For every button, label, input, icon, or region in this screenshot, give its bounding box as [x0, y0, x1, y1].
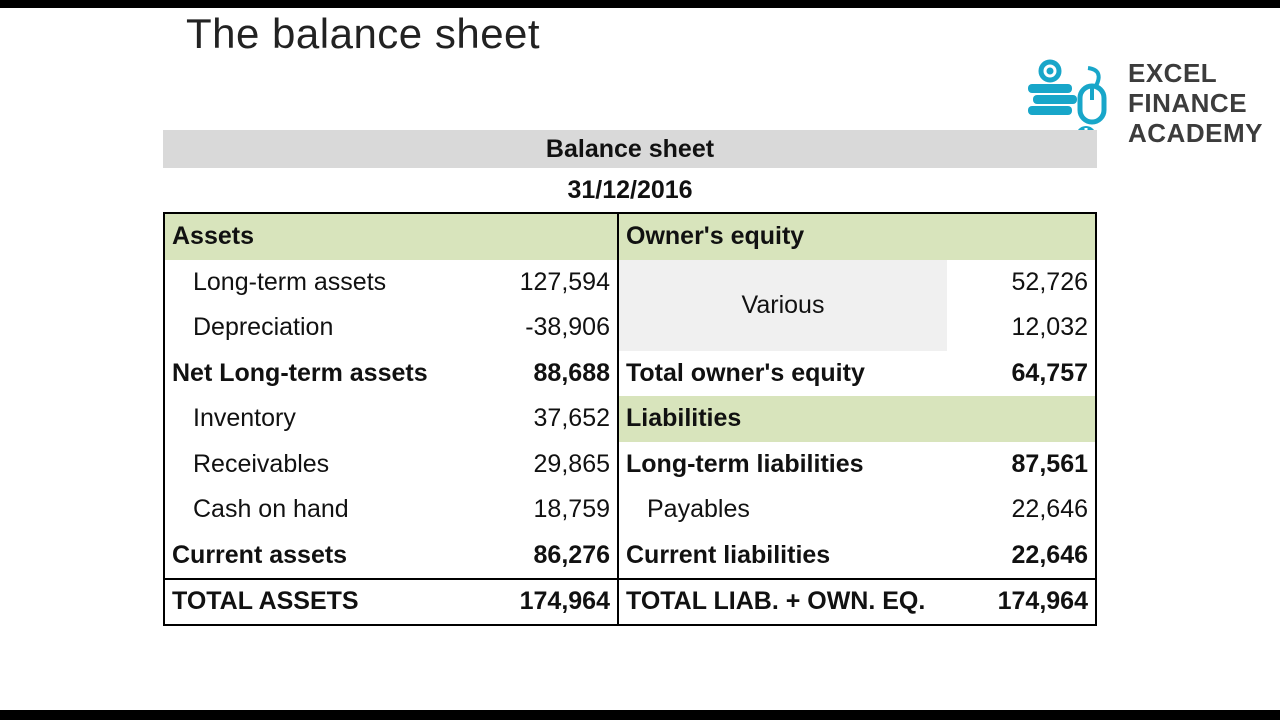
table-body: Assets Long-term assets 127,594 Deprecia…: [163, 212, 1097, 626]
statement-date: 31/12/2016: [567, 176, 693, 204]
row-label: Payables: [647, 495, 750, 524]
brand-line-1: EXCEL: [1128, 58, 1218, 88]
row-label: Receivables: [193, 449, 330, 478]
page-title: The balance sheet: [186, 10, 541, 57]
row-value: 52,726: [1011, 267, 1088, 296]
row-label: Depreciation: [193, 313, 334, 342]
equity-liabilities-column: Owner's equity Various 52,726 12,032 Tot…: [617, 214, 1095, 624]
row-value: 22,646: [1011, 540, 1088, 569]
brand-line-3: ACADEMY: [1128, 118, 1263, 148]
row-label: Cash on hand: [193, 495, 349, 524]
assets-section-header: Assets: [165, 214, 617, 260]
row-value: 22,646: [1011, 495, 1088, 524]
row-value: 12,032: [1011, 313, 1088, 342]
table-title: Balance sheet: [163, 130, 1097, 168]
row-value: -38,906: [525, 313, 610, 342]
total-assets-value: 174,964: [467, 578, 617, 624]
row-value: 86,276: [533, 540, 610, 569]
assets-column: Assets Long-term assets 127,594 Deprecia…: [165, 214, 617, 624]
row-value: 37,652: [533, 404, 610, 433]
brand-line-2: FINANCE: [1128, 88, 1248, 118]
letterbox-bar-bottom: [0, 710, 1280, 720]
row-value: 127,594: [519, 267, 610, 296]
balance-sheet-table: Balance sheet 31/12/2016 Assets Long-ter…: [163, 130, 1097, 626]
row-value: 87,561: [1011, 449, 1088, 478]
row-value: 18,759: [533, 495, 610, 524]
total-assets-label: TOTAL ASSETS: [165, 578, 467, 624]
total-equity-value: 64,757: [1011, 358, 1088, 387]
row-label: Net Long-term assets: [172, 358, 428, 387]
brand-name: EXCEL FINANCE ACADEMY: [1128, 58, 1263, 148]
total-liabilities-equity-value: 174,964: [947, 578, 1095, 624]
liabilities-section-header: Liabilities: [619, 396, 1095, 442]
row-label: Current liabilities: [626, 540, 831, 569]
total-liabilities-equity-label: TOTAL LIAB. + OWN. EQ.: [619, 578, 947, 624]
row-value: 29,865: [533, 449, 610, 478]
row-label: Current assets: [172, 540, 348, 569]
row-label: Long-term liabilities: [626, 449, 864, 478]
total-equity-label: Total owner's equity: [626, 358, 865, 387]
row-label: Inventory: [193, 404, 296, 433]
row-label: Long-term assets: [193, 267, 387, 296]
equity-section-header: Owner's equity: [619, 214, 1095, 260]
various-cell: Various: [619, 259, 947, 351]
row-value: 88,688: [533, 358, 610, 387]
letterbox-bar-top: [0, 0, 1280, 8]
